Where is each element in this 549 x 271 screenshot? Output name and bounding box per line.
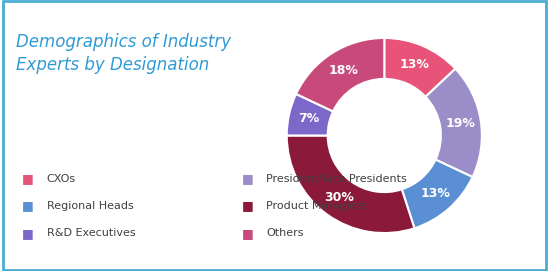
Text: Others: Others (266, 228, 304, 238)
Wedge shape (425, 69, 482, 177)
Text: 19%: 19% (445, 117, 475, 130)
Text: 7%: 7% (299, 112, 320, 125)
Text: R&D Executives: R&D Executives (47, 228, 135, 238)
Text: Demographics of Industry
Experts by Designation: Demographics of Industry Experts by Desi… (16, 33, 232, 74)
Text: ■: ■ (22, 172, 33, 185)
Wedge shape (384, 38, 456, 97)
Text: Product Managers: Product Managers (266, 201, 367, 211)
Text: ■: ■ (242, 199, 253, 212)
Text: CXOs: CXOs (47, 174, 76, 184)
Text: ■: ■ (242, 172, 253, 185)
Text: ■: ■ (22, 227, 33, 240)
Text: 13%: 13% (400, 58, 430, 71)
Text: 30%: 30% (324, 191, 354, 204)
Text: Regional Heads: Regional Heads (47, 201, 133, 211)
Text: ■: ■ (242, 227, 253, 240)
Wedge shape (402, 160, 473, 228)
Text: 13%: 13% (421, 187, 450, 200)
Wedge shape (296, 38, 384, 111)
Text: 18%: 18% (328, 64, 358, 77)
Text: ■: ■ (22, 199, 33, 212)
Text: President/Vice Presidents: President/Vice Presidents (266, 174, 407, 184)
Wedge shape (287, 94, 333, 136)
Wedge shape (287, 136, 414, 233)
